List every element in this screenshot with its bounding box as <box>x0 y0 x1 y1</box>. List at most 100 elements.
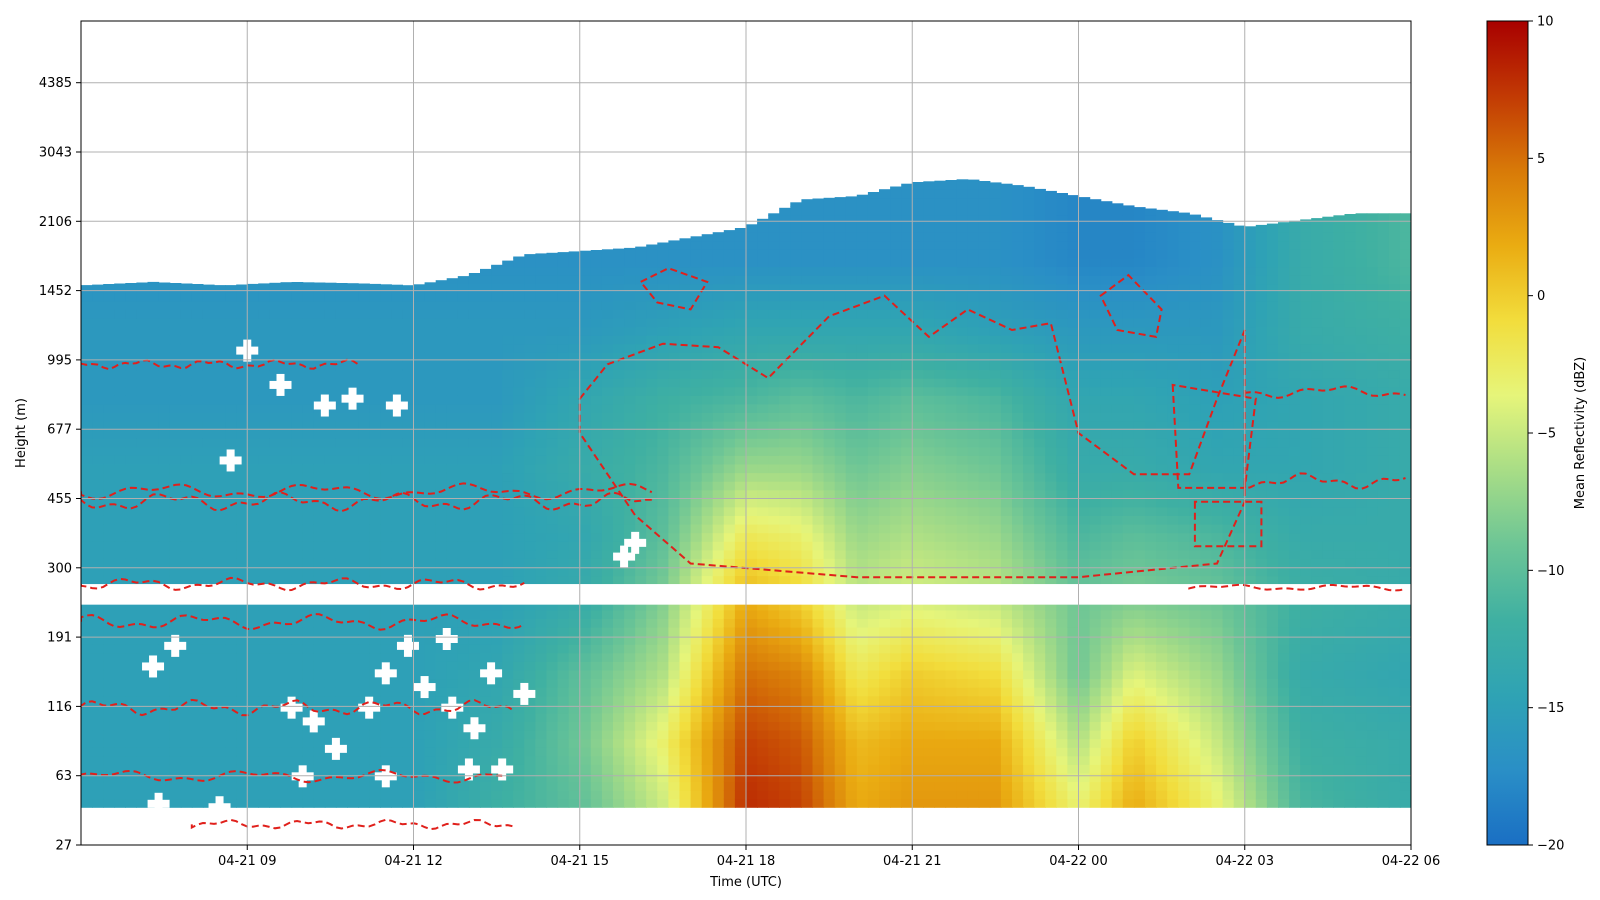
heat-cell <box>879 249 891 259</box>
heat-cell <box>856 601 869 611</box>
heat-cell <box>446 421 459 431</box>
heat-cell <box>557 704 570 714</box>
heat-cell <box>812 781 825 791</box>
heat-cell <box>280 524 293 534</box>
heat-cell <box>491 264 503 268</box>
heat-cell <box>302 429 315 439</box>
heat-cell <box>657 678 669 688</box>
heat-cell <box>103 704 115 714</box>
heat-cell <box>347 292 359 302</box>
heat-cell <box>867 446 880 456</box>
heat-cell <box>768 386 780 396</box>
heat-cell <box>225 292 237 302</box>
heat-cell <box>468 438 481 448</box>
heat-cell <box>236 309 248 319</box>
heat-cell <box>424 566 437 577</box>
heat-cell <box>158 386 171 396</box>
heat-cell <box>845 524 858 534</box>
heat-cell <box>690 489 703 499</box>
heat-cell <box>901 206 913 216</box>
heat-cell <box>324 282 337 285</box>
heat-cell <box>790 429 802 439</box>
heat-cell <box>712 403 725 413</box>
heat-cell <box>491 343 503 353</box>
heat-cell <box>324 661 337 671</box>
heat-cell <box>291 601 304 611</box>
heat-cell <box>158 438 171 448</box>
heat-cell <box>468 309 481 319</box>
heat-cell <box>590 721 603 731</box>
heat-cell <box>912 549 924 559</box>
heat-cell <box>646 309 658 319</box>
heat-cell <box>856 524 869 534</box>
heat-cell <box>369 652 381 662</box>
heat-cell <box>358 781 370 791</box>
heat-cell <box>413 326 426 336</box>
heat-cell <box>867 266 880 276</box>
heat-cell <box>712 455 725 465</box>
heat-cell <box>269 635 282 645</box>
heat-cell <box>901 421 913 431</box>
heat-cell <box>147 300 160 310</box>
heat-cell <box>879 446 891 456</box>
heat-cell <box>635 246 647 250</box>
heat-cell <box>136 524 149 534</box>
heat-cell <box>169 343 182 353</box>
heat-cell <box>712 275 725 285</box>
heat-cell <box>457 687 470 697</box>
heat-cell <box>81 481 93 491</box>
heat-cell <box>413 764 426 774</box>
heat-cell <box>768 352 780 362</box>
heat-cell <box>579 678 592 688</box>
heat-cell <box>912 644 924 654</box>
heat-cell <box>668 678 681 688</box>
heat-cell <box>313 283 326 293</box>
heat-cell <box>391 326 403 336</box>
heat-cell <box>347 438 359 448</box>
heat-cell <box>723 275 736 285</box>
heat-cell <box>324 635 337 645</box>
heat-cell <box>867 360 880 371</box>
heat-cell <box>635 257 647 268</box>
heat-cell <box>834 429 847 439</box>
heat-cell <box>901 378 913 388</box>
heat-cell <box>236 549 248 559</box>
heat-cell <box>856 635 869 645</box>
heat-cell <box>734 781 747 791</box>
heat-cell <box>856 515 869 525</box>
heat-cell <box>679 257 692 268</box>
heat-cell <box>779 412 791 422</box>
heat-cell <box>468 386 481 396</box>
heat-cell <box>136 369 149 379</box>
heat-cell <box>214 730 226 740</box>
heat-cell <box>358 532 370 542</box>
heat-cell <box>413 292 426 302</box>
heat-cell <box>912 257 924 268</box>
heat-cell <box>191 549 204 559</box>
heat-cell <box>147 378 160 388</box>
heat-cell <box>646 481 658 491</box>
heat-cell <box>280 609 293 619</box>
heat-cell <box>147 721 160 731</box>
heat-cell <box>535 463 548 474</box>
heat-cell <box>435 661 448 671</box>
heat-cell <box>890 360 902 371</box>
heat-cell <box>856 266 869 276</box>
heat-cell <box>225 575 237 585</box>
heat-cell <box>136 455 149 465</box>
heat-cell <box>513 721 525 731</box>
heat-cell <box>557 730 570 740</box>
heat-cell <box>258 661 270 671</box>
heat-cell <box>546 609 559 619</box>
heat-cell <box>734 738 747 748</box>
heat-cell <box>856 704 869 714</box>
heat-cell <box>679 755 692 765</box>
heat-cell <box>768 755 780 765</box>
heat-cell <box>834 635 847 645</box>
heat-cell <box>624 343 636 353</box>
heat-cell <box>291 481 304 491</box>
heat-cell <box>225 730 237 740</box>
heat-cell <box>823 566 836 577</box>
heat-cell <box>790 695 802 705</box>
